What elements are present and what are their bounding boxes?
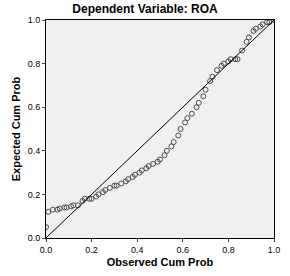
svg-text:Expected Cum Prob: Expected Cum Prob xyxy=(10,76,22,181)
svg-text:0.2: 0.2 xyxy=(28,190,41,200)
svg-text:0.0: 0.0 xyxy=(40,245,53,255)
svg-text:0.4: 0.4 xyxy=(28,146,41,156)
svg-text:0.6: 0.6 xyxy=(28,102,41,112)
svg-text:0.4: 0.4 xyxy=(131,245,144,255)
svg-text:0.0: 0.0 xyxy=(28,233,41,243)
svg-text:Dependent Variable: ROA: Dependent Variable: ROA xyxy=(72,2,218,16)
svg-text:0.2: 0.2 xyxy=(85,245,98,255)
svg-text:1.0: 1.0 xyxy=(28,15,41,25)
svg-text:1.0: 1.0 xyxy=(268,245,281,255)
svg-text:0.6: 0.6 xyxy=(177,245,190,255)
svg-text:0.8: 0.8 xyxy=(222,245,235,255)
svg-text:Observed Cum Prob: Observed Cum Prob xyxy=(107,256,214,268)
svg-text:0.8: 0.8 xyxy=(28,59,41,69)
